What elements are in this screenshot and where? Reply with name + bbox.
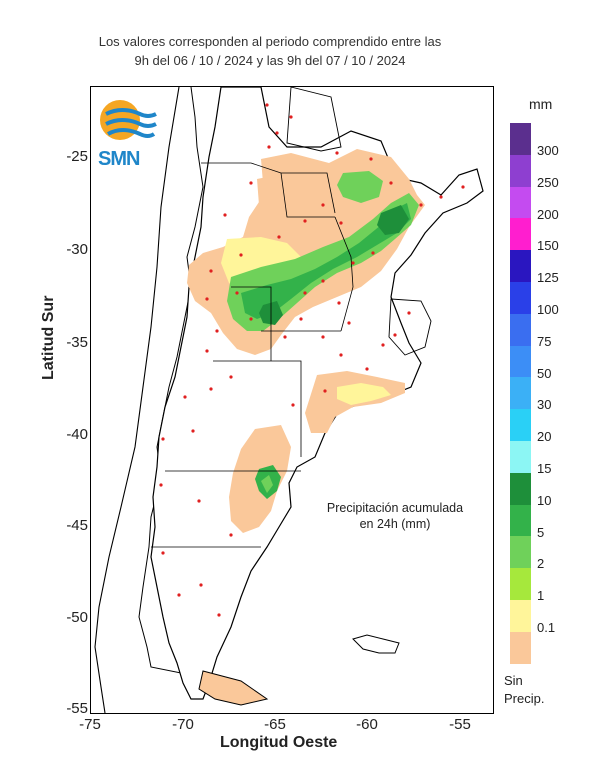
x-tick-label: -65 [264,716,286,733]
smn-logo [96,96,160,172]
map-title: Los valores corresponden al periodo comp… [40,32,500,70]
x-axis-label: Longitud Oeste [220,734,338,751]
colorbar-label: 20 [537,429,552,445]
colorbar-label: 200 [537,206,559,222]
colorbar-swatch [510,154,531,188]
map-canvas [94,87,484,713]
colorbar-unit: mm [529,96,553,112]
colorbar-swatch [510,441,531,474]
paraguay-outline [286,87,342,152]
colorbar-swatch [510,504,531,537]
malvinas-islands [352,634,400,654]
tierra-del-fuego [198,670,269,706]
colorbar-label: 2 [537,556,545,572]
colorbar-label: 300 [537,143,559,158]
y-tick-label: -50 [66,609,88,626]
no-precip-label: Sin Precip. [504,672,544,708]
x-tick-label: -70 [172,716,194,733]
y-axis-label: Latitud Sur [40,295,57,380]
colorbar-label: 75 [537,333,552,349]
colorbar-label: 1 [537,588,545,604]
precip-2mm-patagonia [261,475,273,493]
colorbar-swatch [510,536,531,569]
colorbar-swatch [510,345,531,378]
colorbar-label: 100 [537,302,559,317]
colorbar-label: 5 [537,524,545,540]
precipitation-shading [187,149,425,533]
colorbar-label: 250 [537,174,559,190]
colorbar-swatch [510,282,531,315]
map-annotation: Precipitación acumulada en 24h (mm) [300,500,490,532]
colorbar-swatch [510,568,531,601]
chile-border [138,87,204,678]
y-tick-label: -40 [66,426,88,443]
title-line-2: 9h del 06 / 10 / 2024 y las 9h del 07 / … [134,53,406,68]
smn-sun-waves-icon [100,100,157,140]
precip-5mm [241,203,411,319]
uruguay-outline [388,298,432,356]
smn-logo-text: SMN [98,148,140,170]
y-tick-label: -30 [66,241,88,258]
colorbar-swatch [510,600,531,633]
province-borders [151,162,354,548]
precip-light-northwest [257,173,293,205]
colorbar-swatch [510,123,531,156]
colorbar-swatch [510,472,531,506]
colorbar-label: 0.1 [537,620,556,635]
y-tick-label: -35 [66,334,88,351]
no-precip-line-1: Sin [504,673,523,688]
title-line-1: Los valores corresponden al periodo comp… [98,34,442,49]
annotation-line-1: Precipitación acumulada [326,501,464,515]
colorbar-label: 30 [537,397,552,413]
precip-2mm-north [337,171,383,203]
x-tick-label: -55 [449,716,471,733]
y-tick-label: -45 [66,517,88,534]
west-coastline [94,87,180,713]
colorbar-label: 150 [537,238,559,254]
precip-10mm [377,205,409,235]
colorbar-label: 125 [537,270,559,286]
x-tick-label: -75 [79,716,101,733]
station-markers [159,103,465,617]
colorbar-swatch [510,409,531,442]
x-tick-label: -60 [356,716,378,733]
colorbar-swatch [510,218,531,251]
precip-yellow-coast [337,383,391,405]
no-precip-line-2: Precip. [504,691,545,706]
colorbar-label: 10 [537,492,552,508]
y-tick-label: -55 [66,700,88,717]
colorbar-label: 50 [537,365,552,381]
colorbar-label: 15 [537,461,552,476]
annotation-line-2: en 24h (mm) [359,517,431,531]
colorbar-swatch [510,186,531,219]
colorbar-swatch [510,250,531,283]
colorbar-swatch [510,313,531,347]
y-tick-label: -25 [66,148,88,165]
precipitation-map [90,86,494,714]
colorbar-swatch [510,631,531,665]
colorbar-swatch [510,377,531,410]
